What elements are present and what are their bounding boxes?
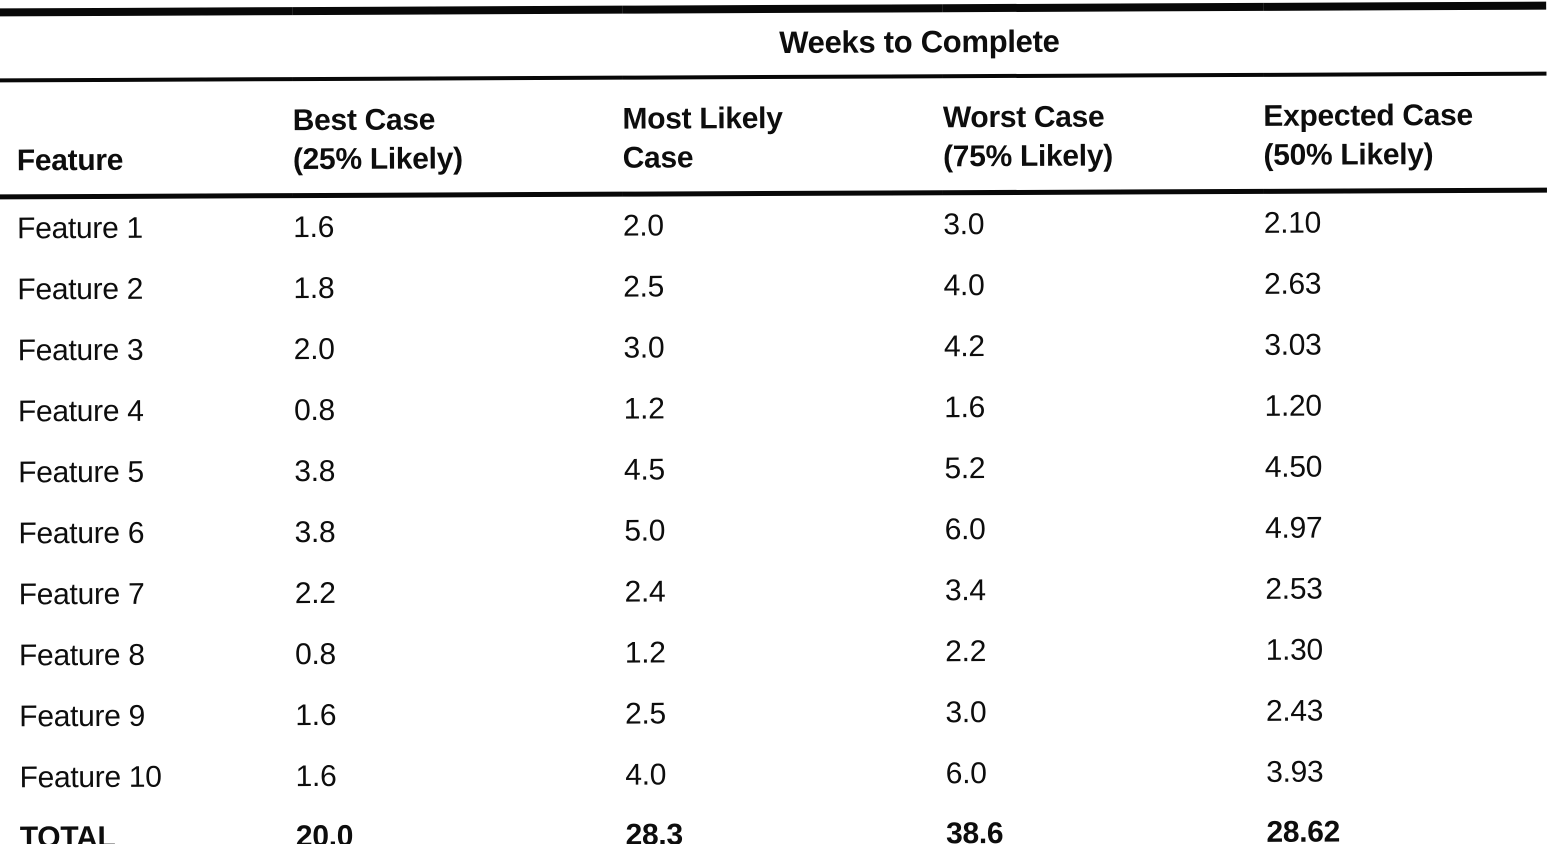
most-likely-cell: 4.5	[623, 453, 665, 487]
worst-case-cell: 3.0	[943, 208, 985, 242]
best-case-cell: 2.2	[294, 576, 336, 611]
most-likely-cell: 1.2	[624, 636, 666, 670]
total-worst-case: 38.6	[945, 803, 1267, 844]
header-line2: (25% Likely)	[292, 142, 463, 177]
table-row: Feature 2 1.8 2.5 4.0 2.63	[0, 254, 1548, 322]
table-row: Feature 1 1.6 2.0 3.0 2.10	[0, 190, 1547, 260]
feature-cell: Feature 5	[18, 455, 144, 490]
feature-cell: Feature 1	[17, 211, 143, 246]
feature-cell: Feature 9	[19, 699, 146, 734]
best-case-cell: 2.0	[293, 332, 335, 367]
total-row: TOTAL 20.0 28.3 38.6 28.62	[1, 802, 1548, 844]
best-case-cell: 3.8	[294, 454, 336, 489]
best-case-cell: 1.6	[295, 759, 337, 794]
table-row: Feature 3 2.0 3.0 4.2 3.03	[0, 315, 1548, 383]
worst-case-cell: 4.2	[943, 330, 985, 364]
worst-case-cell: 3.0	[945, 696, 987, 730]
most-likely-cell: 2.5	[625, 697, 666, 731]
spanner-empty-cell	[0, 11, 293, 81]
expected-case-cell: 1.20	[1264, 389, 1322, 423]
header-line2: Case	[622, 141, 694, 175]
header-line2: (75% Likely)	[943, 139, 1113, 174]
worst-case-cell: 1.6	[944, 391, 986, 425]
best-case-cell: 3.8	[294, 515, 336, 550]
most-likely-cell: 1.2	[623, 392, 665, 426]
most-likely-cell: 2.4	[624, 575, 666, 609]
spanner-row: Weeks to Complete	[0, 5, 1547, 81]
total-expected-case: 28.62	[1266, 802, 1548, 844]
most-likely-cell: 2.0	[622, 209, 664, 243]
feature-cell: Feature 4	[17, 394, 144, 429]
worst-case-cell: 5.2	[944, 452, 986, 486]
table-row: Feature 7 2.2 2.4 3.4 2.53	[1, 559, 1548, 627]
worst-case-cell: 2.2	[945, 635, 987, 669]
worst-case-cell: 6.0	[944, 513, 986, 547]
best-case-cell: 0.8	[293, 393, 335, 428]
best-case-cell: 1.6	[295, 698, 337, 733]
table-row: Feature 6 3.8 5.0 6.0 4.97	[0, 498, 1548, 566]
table-row: Feature 10 1.6 4.0 6.0 3.93	[1, 742, 1548, 810]
expected-case-cell: 1.30	[1265, 633, 1323, 667]
table-row: Feature 9 1.6 2.5 3.0 2.43	[1, 681, 1548, 749]
feature-cell: Feature 2	[17, 272, 144, 307]
header-line1: Best Case	[292, 103, 436, 138]
feature-cell: Feature 3	[17, 333, 144, 368]
expected-case-cell: 2.10	[1263, 206, 1322, 240]
worst-case-cell: 4.0	[943, 269, 985, 303]
table-row: Feature 4 0.8 1.2 1.6 1.20	[0, 376, 1548, 444]
expected-case-cell: 4.50	[1264, 450, 1323, 484]
total-best-case: 20.0	[295, 806, 626, 844]
total-label: TOTAL	[1, 808, 297, 844]
most-likely-cell: 2.5	[623, 270, 665, 304]
most-likely-cell: 4.0	[625, 758, 667, 792]
feature-cell: Feature 8	[18, 638, 145, 673]
header-line1: Expected Case	[1263, 98, 1473, 133]
expected-case-cell: 3.03	[1264, 328, 1322, 362]
expected-case-cell: 2.43	[1265, 694, 1324, 728]
column-header-most-likely: Most Likely Case	[622, 76, 944, 195]
column-header-expected-case: Expected Case (50% Likely)	[1263, 73, 1547, 192]
total-most-likely: 28.3	[625, 805, 947, 844]
most-likely-cell: 5.0	[624, 514, 666, 548]
column-header-best-case: Best Case (25% Likely)	[292, 77, 623, 196]
column-header-worst-case: Worst Case (75% Likely)	[942, 74, 1264, 193]
most-likely-cell: 3.0	[623, 331, 665, 365]
column-header-row: Feature Best Case (25% Likely) Most Likel…	[0, 73, 1547, 197]
header-line1: Worst Case	[942, 100, 1105, 135]
best-case-cell: 1.6	[293, 210, 335, 245]
table-title: Weeks to Complete	[292, 5, 1547, 80]
feature-cell: Feature 6	[18, 516, 145, 551]
feature-cell: Feature 10	[19, 760, 162, 795]
feature-cell: Feature 7	[18, 577, 145, 612]
table-row: Feature 5 3.8 4.5 5.2 4.50	[0, 437, 1548, 505]
worst-case-cell: 3.4	[944, 574, 986, 608]
expected-case-cell: 2.53	[1265, 572, 1323, 606]
table-row: Feature 8 0.8 1.2 2.2 1.30	[1, 620, 1548, 688]
header-line2: (50% Likely)	[1263, 138, 1434, 172]
expected-case-cell: 4.97	[1265, 511, 1323, 545]
expected-case-cell: 2.63	[1263, 267, 1322, 301]
column-header-feature: Feature	[0, 79, 294, 197]
expected-case-cell: 3.93	[1266, 755, 1324, 789]
best-case-cell: 1.8	[293, 271, 335, 306]
header-line1: Most Likely	[622, 101, 783, 136]
best-case-cell: 0.8	[295, 637, 336, 672]
worst-case-cell: 6.0	[945, 757, 987, 791]
